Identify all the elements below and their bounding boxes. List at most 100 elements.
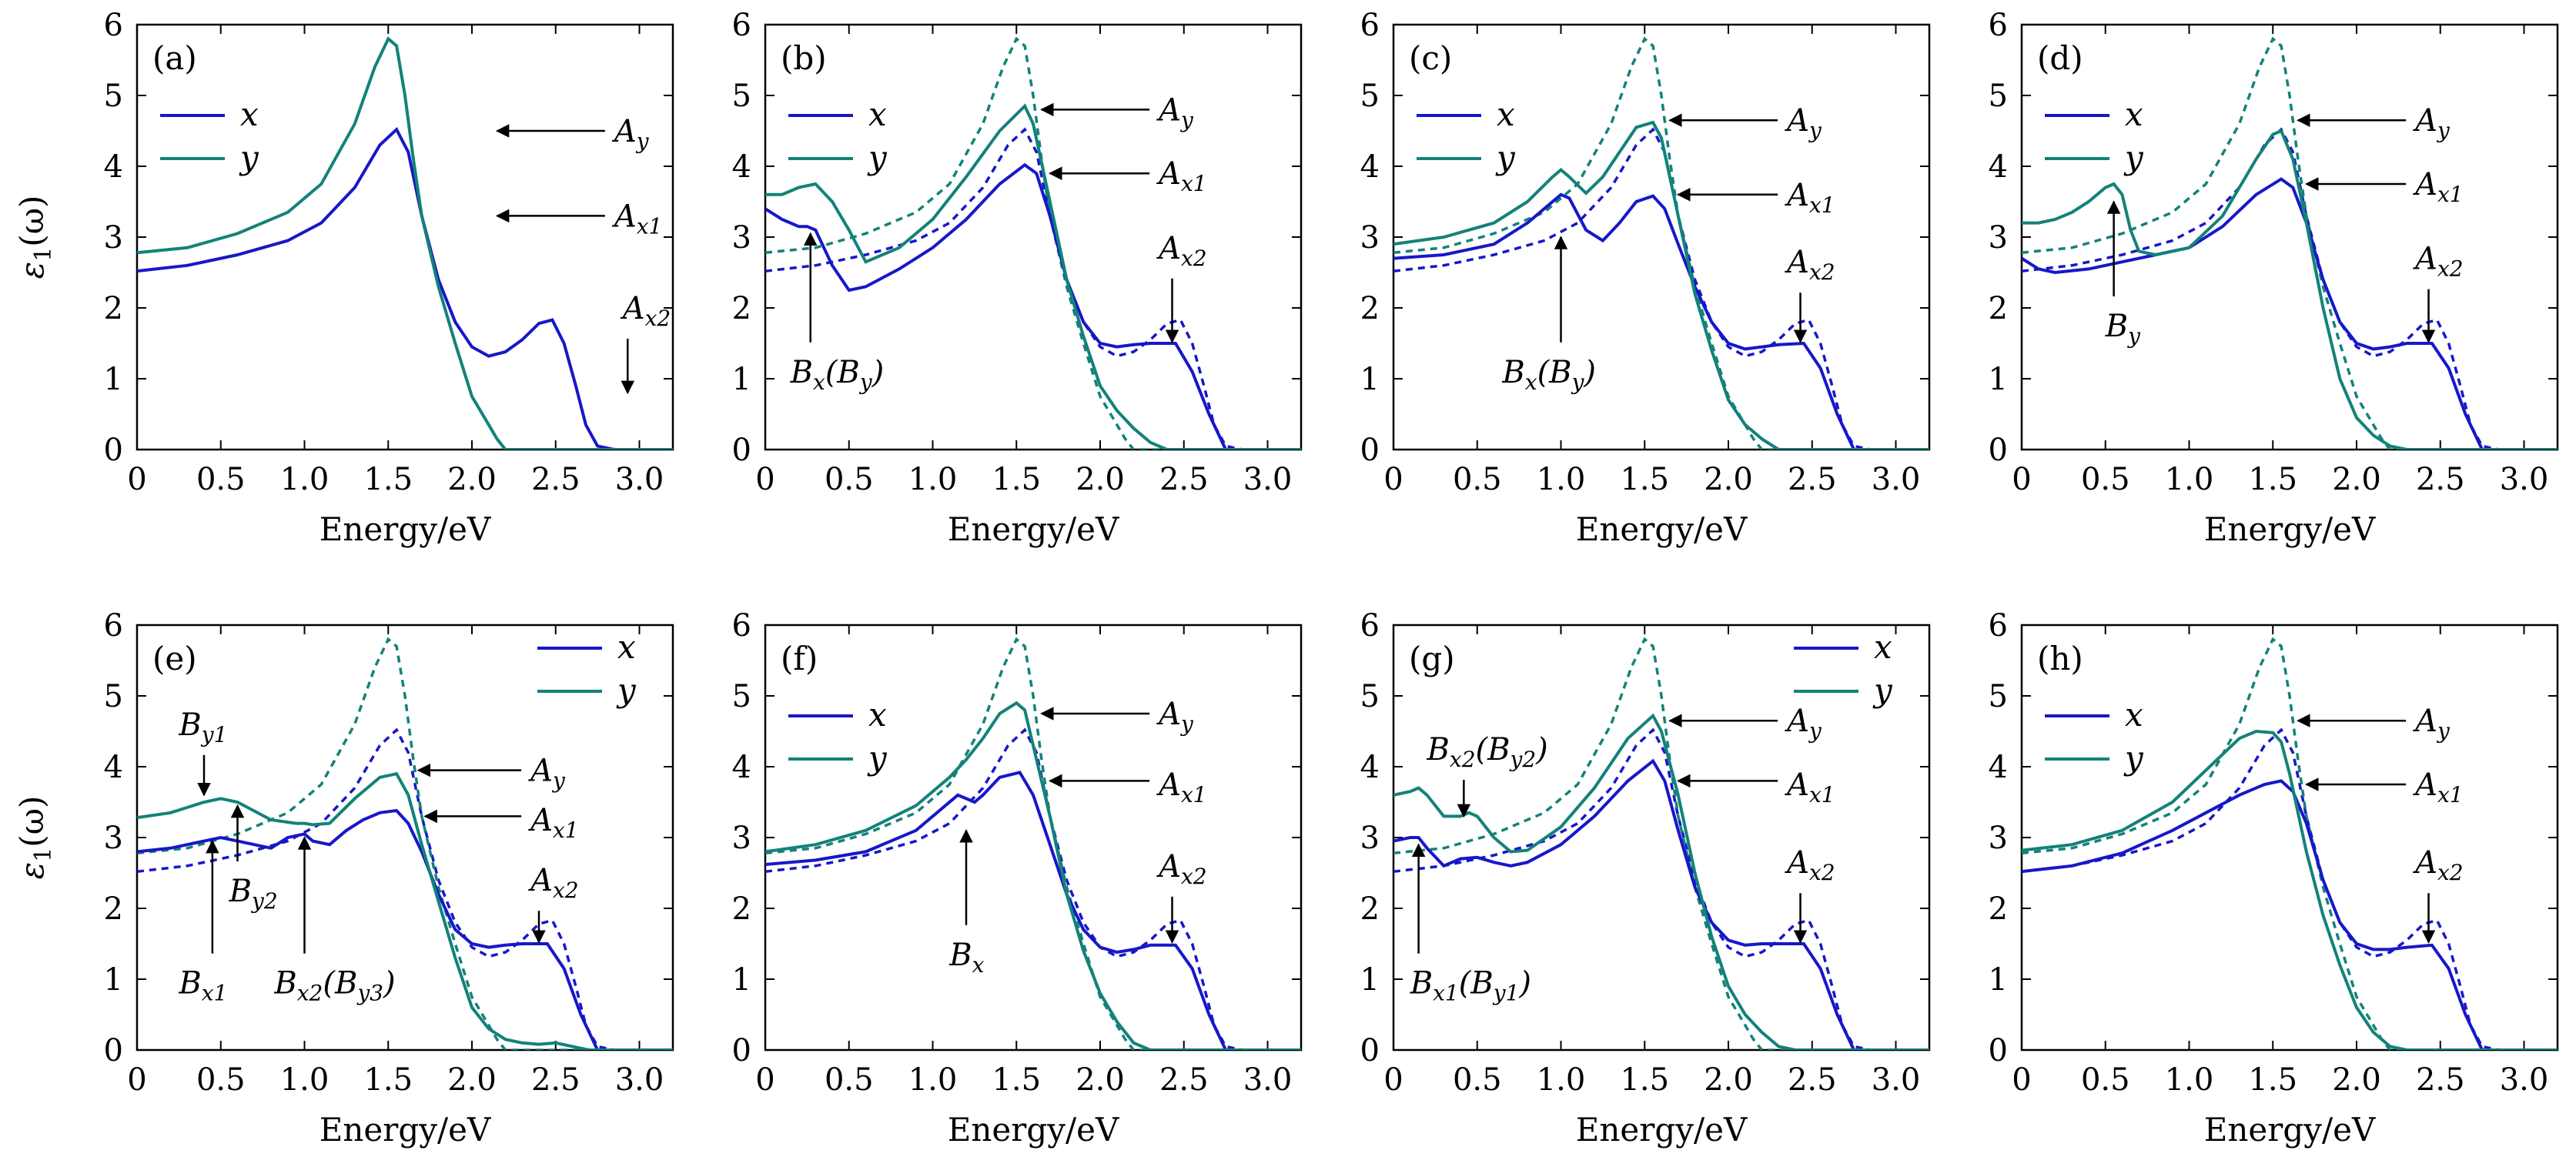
y-tick-label: 6 xyxy=(1989,608,2008,644)
legend-label-x: x xyxy=(240,95,259,133)
plot-frame xyxy=(1392,23,1931,451)
annotation-label: Ax2 xyxy=(1156,231,1207,271)
reference-curve-y xyxy=(765,36,1301,450)
annotation-label: Ay xyxy=(2412,704,2451,744)
annotation-label: Bx(By) xyxy=(790,355,885,395)
panel-label: (e) xyxy=(152,640,197,677)
panel-a: 0 0.5 1.0 1.5 2.0 2.5 3.0 0 1 2 3 4 5 6 Energy/eV ε1(ω)… xyxy=(13,8,674,548)
panel-label: (a) xyxy=(152,39,197,77)
x-axis-title: Energy/eV xyxy=(948,510,1119,548)
y-tick-label: 5 xyxy=(1360,79,1380,114)
y-tick-label: 1 xyxy=(1360,962,1380,998)
reference-curve-x xyxy=(2022,127,2558,450)
panel-c: 0 0.5 1.0 1.5 2.0 2.5 3.0 0 1 2 3 4 5 6 Energy/eV (c) xy… xyxy=(1360,8,1931,548)
plot-frame xyxy=(2020,23,2559,451)
panel-e: 0 0.5 1.0 1.5 2.0 2.5 3.0 0 1 2 3 4 5 6 Energy/eV ε1(ω)… xyxy=(13,608,674,1149)
x-tick-label: 3.0 xyxy=(1243,1062,1293,1098)
annotation-label: Ax1 xyxy=(2412,167,2464,207)
legend-label-x: x xyxy=(1874,628,1892,666)
x-tick-label: 1.5 xyxy=(1620,462,1669,497)
x-tick-label: 0.5 xyxy=(825,462,874,497)
x-tick-label: 2.5 xyxy=(1159,462,1209,497)
annotation-label: By1 xyxy=(178,707,227,747)
annotation-label: Ay xyxy=(1156,697,1194,737)
series-line-y xyxy=(137,36,673,450)
x-tick-label: 2.0 xyxy=(2332,462,2381,497)
x-axis-title: Energy/eV xyxy=(948,1111,1119,1149)
x-tick-label: 1.0 xyxy=(908,462,958,497)
x-tick-label: 1.5 xyxy=(992,462,1041,497)
y-tick-label: 1 xyxy=(1360,362,1380,397)
series-line-y xyxy=(1393,713,1929,1050)
x-tick-label: 1.0 xyxy=(2165,462,2214,497)
series-line-x xyxy=(137,126,673,450)
y-tick-label: 0 xyxy=(732,433,751,468)
y-tick-label: 3 xyxy=(1360,220,1380,256)
annotation-label: Ax2 xyxy=(2412,242,2464,282)
series-line-y xyxy=(765,103,1301,450)
reference-curve-y xyxy=(2022,637,2558,1050)
y-axis-title: ε1(ω) xyxy=(13,796,57,880)
reference-curve-y xyxy=(137,637,673,1050)
series-line-y xyxy=(765,701,1301,1050)
annotation-label: Ay xyxy=(527,754,566,794)
annotation-label: Ax1 xyxy=(1156,156,1207,196)
x-tick-label: 2.5 xyxy=(1788,462,1837,497)
annotation-label: Ay xyxy=(1156,92,1194,132)
x-tick-label: 3.0 xyxy=(1872,462,1921,497)
y-tick-label: 1 xyxy=(1989,962,2008,998)
x-tick-label: 3.0 xyxy=(615,1062,664,1098)
x-tick-label: 0 xyxy=(127,1062,146,1098)
y-tick-label: 5 xyxy=(104,679,123,714)
x-tick-label: 1.0 xyxy=(280,462,330,497)
x-tick-label: 3.0 xyxy=(2500,462,2549,497)
y-tick-label: 6 xyxy=(1989,8,2008,43)
y-tick-label: 0 xyxy=(1989,433,2008,468)
x-tick-label: 2.0 xyxy=(1076,1062,1125,1098)
x-tick-label: 2.0 xyxy=(1704,1062,1753,1098)
legend-label-y: y xyxy=(2123,139,2144,176)
annotation-label: Ay xyxy=(1784,103,1822,143)
x-tick-label: 2.5 xyxy=(531,1062,580,1098)
reference-curve-y xyxy=(765,637,1301,1050)
y-tick-label: 5 xyxy=(1989,79,2008,114)
x-tick-label: 1.0 xyxy=(1537,1062,1586,1098)
x-tick-label: 1.0 xyxy=(1537,462,1586,497)
panel-h: 0 0.5 1.0 1.5 2.0 2.5 3.0 0 1 2 3 4 5 6 Energy/eV (h) xy… xyxy=(1989,608,2559,1149)
y-tick-label: 5 xyxy=(104,79,123,114)
legend-label-y: y xyxy=(867,739,888,777)
x-tick-label: 1.5 xyxy=(363,1062,413,1098)
series-line-y xyxy=(2022,729,2558,1050)
x-axis-title: Energy/eV xyxy=(319,1111,491,1149)
x-axis-title: Energy/eV xyxy=(2204,510,2376,548)
legend-label-y: y xyxy=(1872,671,1893,709)
reference-curve-y xyxy=(2022,36,2558,450)
annotation-label: Ay xyxy=(1784,704,1822,744)
annotation-label: Bx1(By1) xyxy=(1410,966,1531,1006)
reference-curve-x xyxy=(765,727,1301,1050)
y-tick-label: 5 xyxy=(732,679,751,714)
legend-label-y: y xyxy=(616,671,637,709)
y-tick-label: 0 xyxy=(104,433,123,468)
annotation-label: By2 xyxy=(229,874,278,914)
x-tick-label: 0.5 xyxy=(825,1062,874,1098)
x-tick-label: 0 xyxy=(127,462,146,497)
x-tick-label: 0 xyxy=(755,1062,774,1098)
y-tick-label: 3 xyxy=(732,821,751,856)
x-tick-label: 2.0 xyxy=(1076,462,1125,497)
x-tick-label: 0.5 xyxy=(196,462,246,497)
x-tick-label: 1.0 xyxy=(280,1062,330,1098)
x-tick-label: 0 xyxy=(755,462,774,497)
series-line-x xyxy=(1393,758,1929,1050)
legend-label-y: y xyxy=(2123,739,2144,777)
reference-curve-x xyxy=(1393,727,1929,1050)
reference-curve-y xyxy=(1393,36,1929,450)
annotation-label: Ay xyxy=(611,114,650,154)
y-tick-label: 3 xyxy=(1989,821,2008,856)
x-tick-label: 1.5 xyxy=(2248,462,2297,497)
legend-label-x: x xyxy=(1497,95,1515,133)
y-tick-label: 4 xyxy=(1360,750,1380,785)
panel-b: 0 0.5 1.0 1.5 2.0 2.5 3.0 0 1 2 3 4 5 6 Energy/eV (b) xy… xyxy=(732,8,1303,548)
y-tick-label: 6 xyxy=(1360,608,1380,644)
panel-label: (f) xyxy=(781,640,818,677)
